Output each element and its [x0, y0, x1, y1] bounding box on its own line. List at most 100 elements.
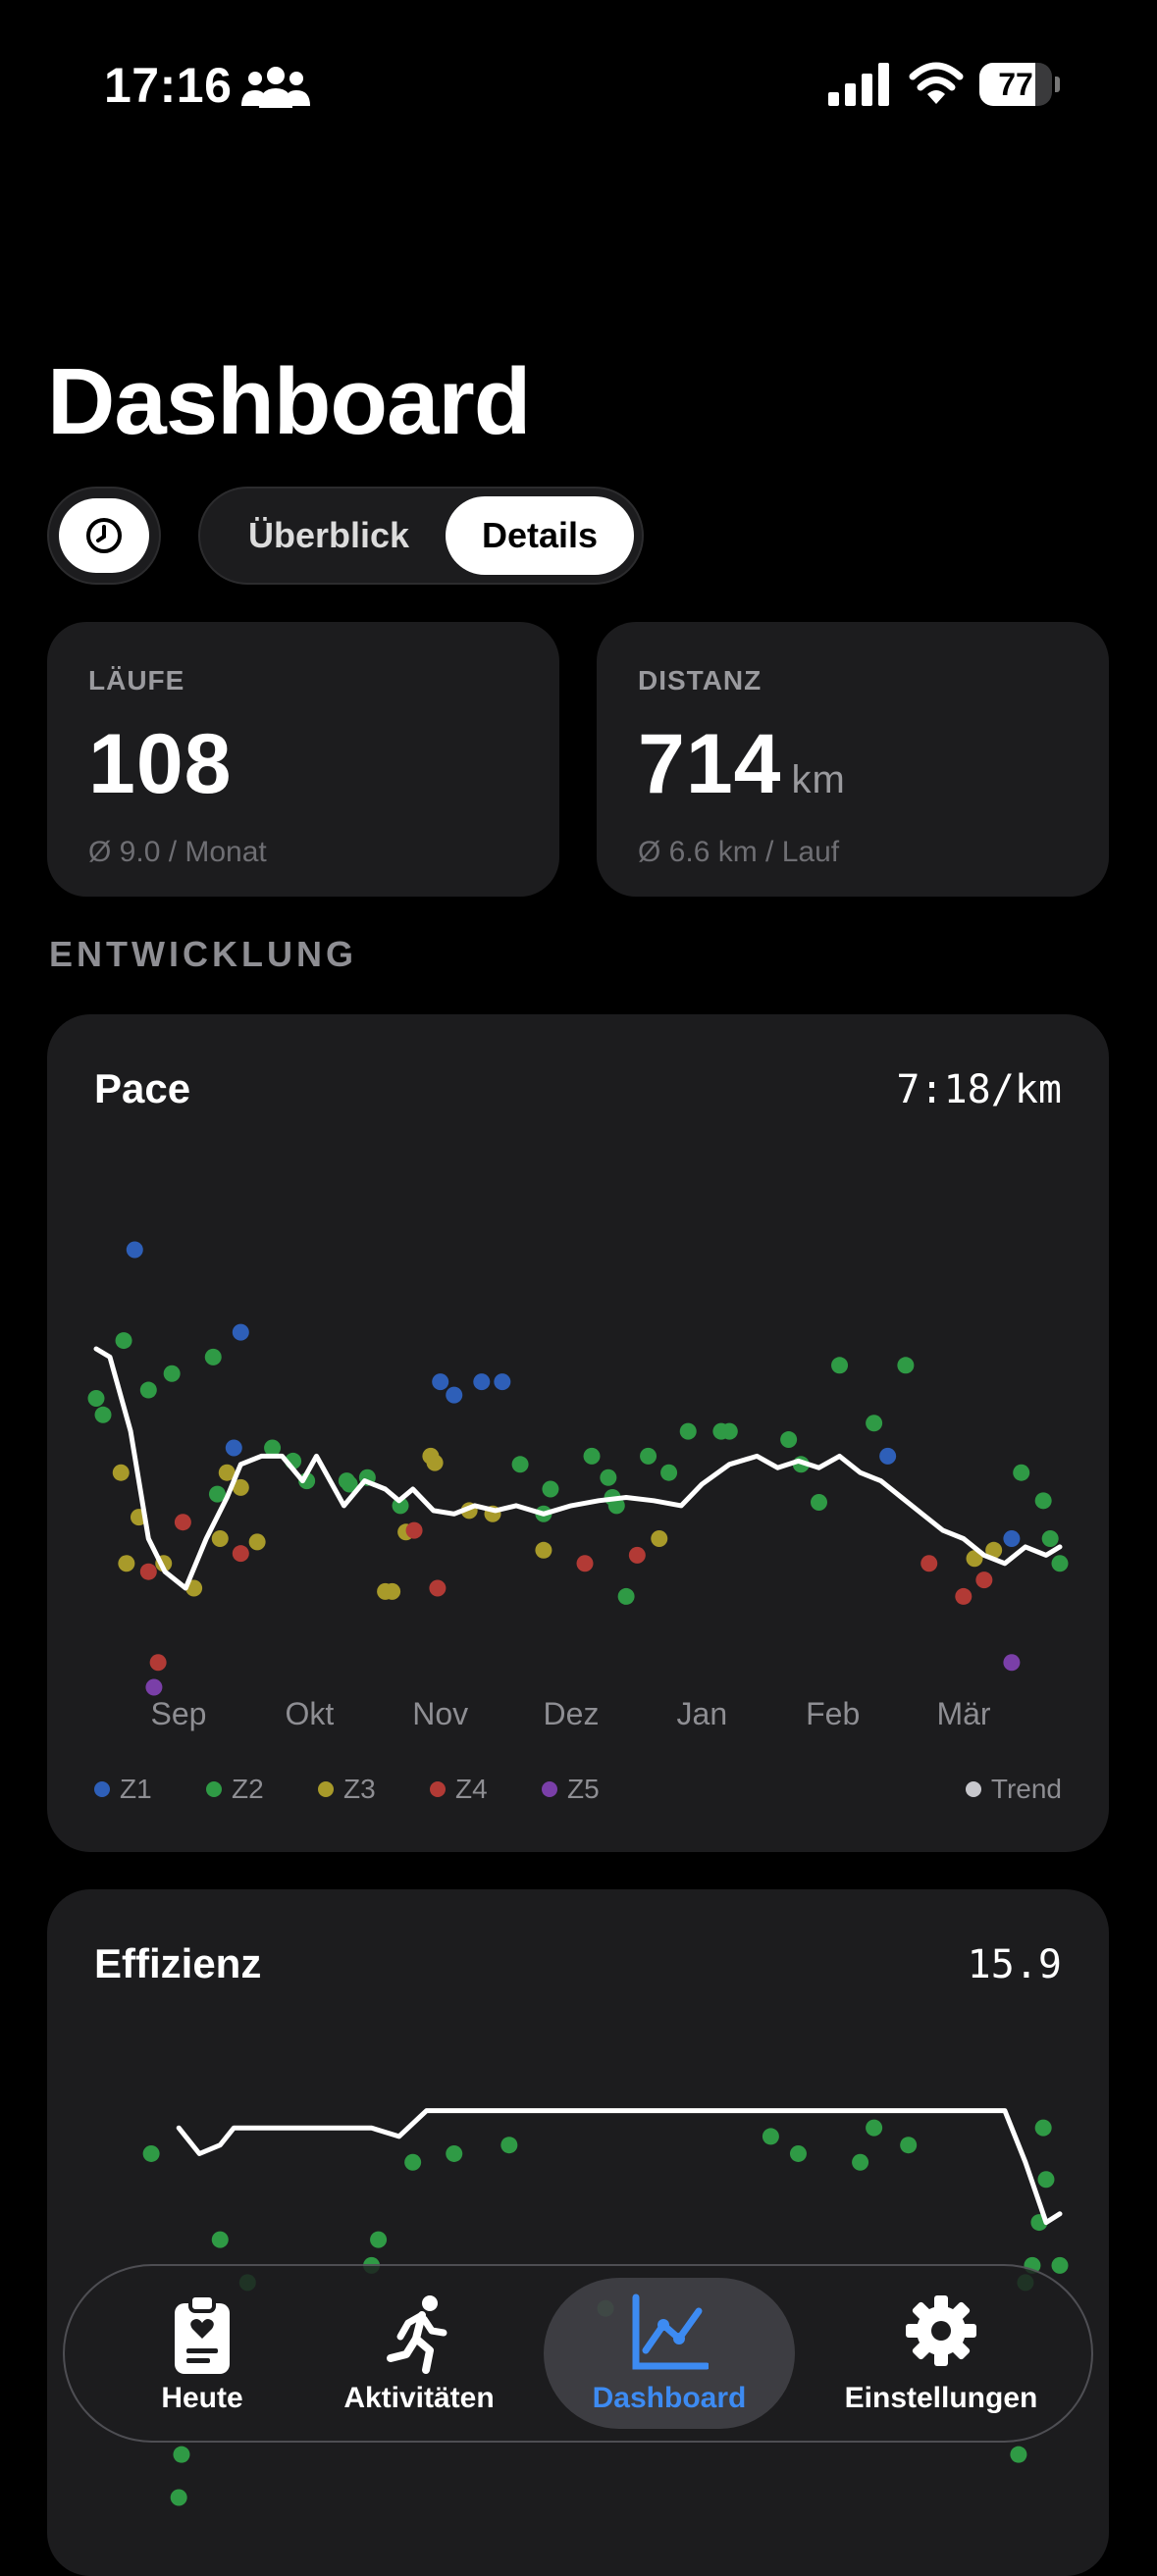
- data-point-z2: [139, 1381, 157, 1399]
- data-point-z2: [173, 2446, 190, 2463]
- data-point-z2: [1051, 2256, 1069, 2274]
- data-point-z2: [446, 2144, 463, 2162]
- status-time: 17:16: [104, 58, 233, 113]
- runs-stat-card: LÄUFE 108 Ø 9.0 / Monat: [47, 622, 559, 897]
- data-point-z2: [811, 1494, 827, 1512]
- chart-title: Pace: [94, 1065, 191, 1111]
- x-tick-label: Feb: [806, 1696, 860, 1731]
- history-button[interactable]: [47, 487, 161, 585]
- data-point-z2: [617, 1587, 635, 1605]
- x-tick-label: Sep: [151, 1696, 207, 1731]
- data-point-z2: [897, 1357, 915, 1374]
- legend-item-z4: Z4: [430, 1774, 488, 1805]
- data-point-z2: [679, 1422, 697, 1440]
- data-point-z3: [535, 1541, 552, 1559]
- data-point-z2: [208, 1485, 226, 1503]
- data-point-z2: [211, 2231, 229, 2248]
- data-point-z1: [1003, 1530, 1021, 1548]
- data-point-z2: [170, 2489, 187, 2506]
- legend-item-z2: Z2: [206, 1774, 264, 1805]
- legend-item-z3: Z3: [318, 1774, 376, 1805]
- distance-stat-card: DISTANZ 714 km Ø 6.6 km / Lauf: [597, 622, 1109, 897]
- data-point-z2: [142, 2144, 160, 2162]
- data-point-z2: [1010, 2446, 1027, 2463]
- data-point-z4: [576, 1555, 594, 1572]
- battery-percent: 77: [998, 67, 1033, 102]
- stat-label: DISTANZ: [638, 665, 763, 696]
- data-point-z3: [651, 1530, 668, 1548]
- legend-item-z5: Z5: [542, 1774, 600, 1805]
- x-tick-label: Okt: [285, 1696, 334, 1731]
- stat-subtitle: Ø 6.6 km / Lauf: [638, 836, 840, 868]
- clock-icon: [86, 518, 122, 553]
- tab-label: Heute: [161, 2382, 243, 2414]
- chart-title: Effizienz: [94, 1940, 262, 1986]
- data-point-z3: [384, 1582, 401, 1600]
- tab-einstellungen[interactable]: Einstellungen: [818, 2266, 1064, 2441]
- view-segmented-control[interactable]: Überblick Details: [198, 487, 644, 585]
- segment-overview[interactable]: Überblick: [247, 515, 410, 555]
- tab-bar: Heute Aktivitäten Dashboard: [63, 2264, 1093, 2443]
- data-point-z4: [429, 1579, 447, 1597]
- data-point-z1: [473, 1373, 491, 1391]
- tab-label: Einstellungen: [844, 2382, 1038, 2414]
- line-chart-icon: [632, 2293, 709, 2370]
- data-point-z2: [789, 2144, 807, 2162]
- data-point-z2: [204, 1348, 222, 1365]
- data-point-z2: [1051, 1555, 1069, 1572]
- stat-value: 714 km: [638, 717, 846, 811]
- tab-label: Aktivitäten: [343, 2382, 495, 2414]
- legend-item-z1: Z1: [94, 1774, 152, 1805]
- data-point-z2: [1034, 2119, 1052, 2137]
- data-point-z2: [831, 1357, 849, 1374]
- x-tick-label: Jan: [677, 1696, 728, 1731]
- data-point-z3: [211, 1530, 229, 1548]
- chart-current-value: 15.9: [967, 1942, 1062, 1987]
- data-point-z4: [628, 1546, 646, 1564]
- gear-icon: [906, 2295, 976, 2366]
- data-point-z2: [852, 2153, 869, 2171]
- data-point-z4: [232, 1545, 249, 1563]
- data-point-z2: [762, 2128, 779, 2145]
- data-point-z2: [94, 1406, 112, 1423]
- data-point-z5: [145, 1678, 163, 1696]
- data-point-z2: [900, 2137, 918, 2154]
- tab-heute[interactable]: Heute: [104, 2266, 300, 2441]
- data-point-z2: [866, 1415, 883, 1432]
- data-point-z4: [405, 1521, 423, 1539]
- data-point-z3: [218, 1464, 236, 1481]
- data-point-z2: [1034, 1492, 1052, 1510]
- data-point-z2: [542, 1480, 559, 1498]
- data-point-z4: [149, 1654, 167, 1672]
- data-point-z2: [640, 1447, 657, 1465]
- trend-line: [176, 2108, 1063, 2226]
- data-point-z1: [494, 1373, 511, 1391]
- data-point-z2: [1013, 1464, 1030, 1481]
- data-point-z3: [118, 1555, 135, 1572]
- segment-details[interactable]: Details: [446, 496, 634, 575]
- chart-current-value: 7:18/km: [896, 1067, 1062, 1112]
- stat-value: 108: [88, 717, 233, 811]
- stat-label: LÄUFE: [88, 665, 185, 696]
- data-point-z4: [174, 1514, 191, 1531]
- data-point-z2: [600, 1468, 617, 1486]
- data-point-z1: [126, 1241, 143, 1259]
- data-point-z2: [1037, 2171, 1055, 2189]
- tab-label: Dashboard: [592, 2382, 747, 2414]
- battery-indicator: 77: [979, 63, 1060, 106]
- efficiency-chart: [142, 2108, 1069, 2506]
- legend-item-trend: Trend: [965, 1774, 1062, 1805]
- data-point-z1: [432, 1373, 449, 1391]
- data-point-z2: [583, 1447, 601, 1465]
- active-tab-highlight: [544, 2278, 795, 2429]
- tab-dashboard[interactable]: Dashboard: [544, 2266, 795, 2441]
- data-point-z2: [780, 1431, 798, 1449]
- data-point-z2: [163, 1365, 181, 1382]
- tab-aktivitaeten[interactable]: Aktivitäten: [308, 2266, 530, 2441]
- data-point-z2: [87, 1389, 105, 1407]
- pace-chart-card[interactable]: Pace 7:18/km Sep Okt Nov Dez Jan Feb Mär Z1 Z2…: [47, 1014, 1109, 1852]
- data-point-z3: [248, 1533, 266, 1551]
- data-point-z5: [1003, 1654, 1021, 1672]
- efficiency-chart-card[interactable]: Effizienz 15.9: [47, 1889, 1109, 2576]
- signal-icon: [828, 63, 889, 106]
